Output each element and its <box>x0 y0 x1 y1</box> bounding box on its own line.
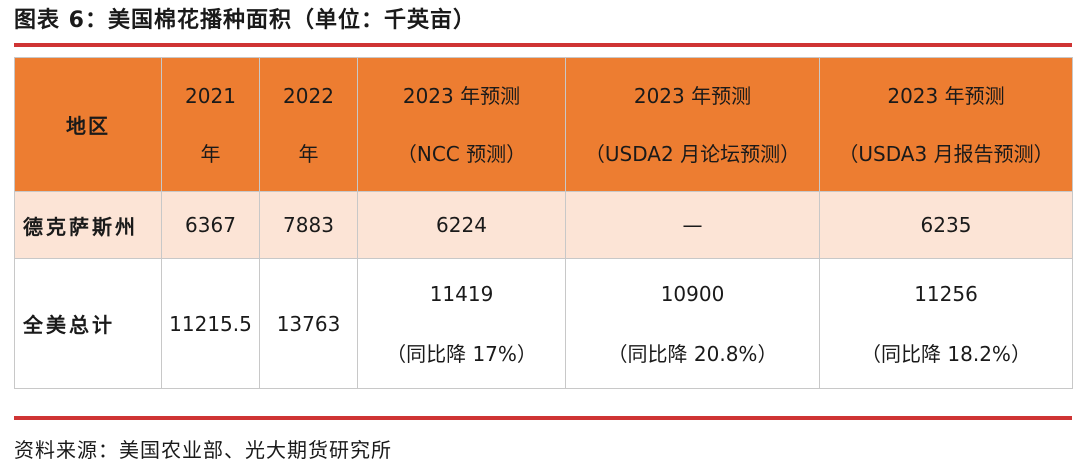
usda-report-change: （同比降 18.2%） <box>861 341 1031 366</box>
source-note: 资料来源：美国农业部、光大期货研究所 <box>14 438 392 462</box>
table-title: 图表 6：美国棉花播种面积（单位：千英亩） <box>14 8 476 33</box>
cell-ncc: 11419 （同比降 17%） <box>357 258 566 389</box>
cotton-acreage-table: 地区 2021 年 2022 年 2023 年预测 （NCC 预测） 2023 … <box>14 57 1073 389</box>
header-2023-ncc: 2023 年预测 （NCC 预测） <box>357 57 566 192</box>
ncc-value: 11419 <box>429 281 494 306</box>
header-2023-usda-forum: 2023 年预测 （USDA2 月论坛预测） <box>565 57 820 192</box>
bottom-divider <box>14 416 1072 420</box>
table-header-row: 地区 2021 年 2022 年 2023 年预测 （NCC 预测） 2023 … <box>14 57 1073 192</box>
cell-2022: 13763 <box>259 258 358 389</box>
ncc-change: （同比降 17%） <box>386 341 537 366</box>
cell-usda-forum: — <box>565 191 820 259</box>
header-region: 地区 <box>14 57 162 192</box>
cell-ncc: 6224 <box>357 191 566 259</box>
header-2021: 2021 年 <box>161 57 260 192</box>
cell-usda-forum: 10900 （同比降 20.8%） <box>565 258 820 389</box>
header-2022: 2022 年 <box>259 57 358 192</box>
usda-report-value: 11256 <box>914 281 978 306</box>
cell-usda-report: 11256 （同比降 18.2%） <box>819 258 1073 389</box>
table-container: 地区 2021 年 2022 年 2023 年预测 （NCC 预测） 2023 … <box>14 57 1073 389</box>
cell-2021: 11215.5 <box>161 258 260 389</box>
table-row-us-total: 全美总计 11215.5 13763 11419 （同比降 17%） 10900… <box>14 258 1073 389</box>
cell-region: 全美总计 <box>14 258 162 389</box>
cell-2021: 6367 <box>161 191 260 259</box>
usda-forum-change: （同比降 20.8%） <box>607 341 778 366</box>
cell-2022: 7883 <box>259 191 358 259</box>
cell-usda-report: 6235 <box>819 191 1073 259</box>
top-divider <box>14 43 1072 47</box>
usda-forum-value: 10900 <box>660 281 725 306</box>
header-2023-usda-report: 2023 年预测 （USDA3 月报告预测） <box>819 57 1073 192</box>
cell-region: 德克萨斯州 <box>14 191 162 259</box>
table-row-texas: 德克萨斯州 6367 7883 6224 — 6235 <box>14 191 1073 259</box>
